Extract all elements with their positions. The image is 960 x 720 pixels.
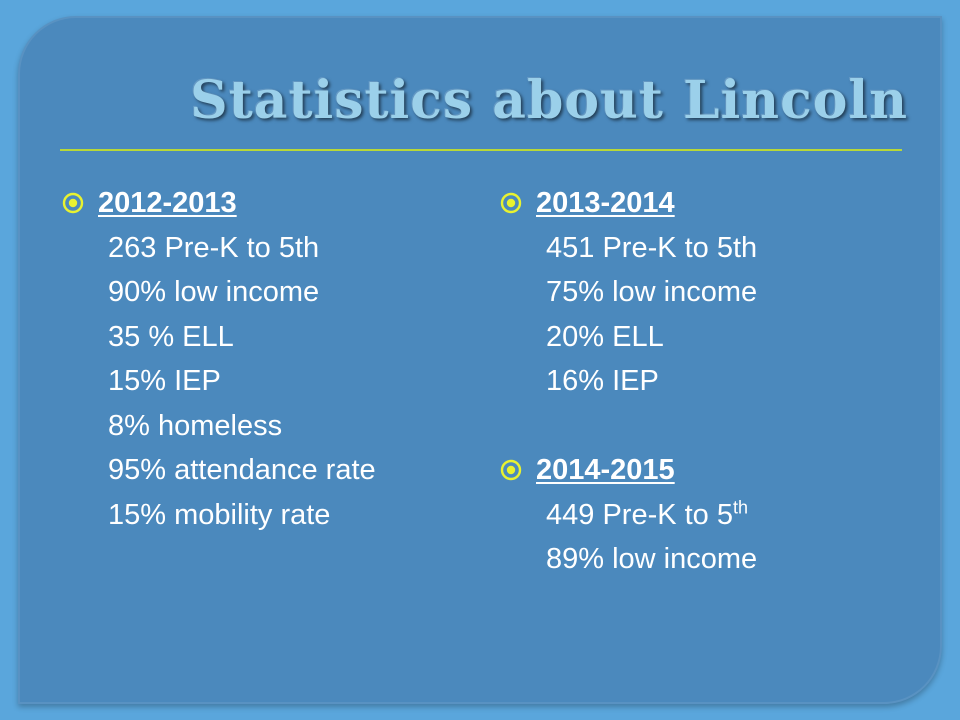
- stat-line: 95% attendance rate: [108, 454, 376, 486]
- content-panel: [18, 16, 942, 704]
- stat-text: 449 Pre-K to 5: [546, 498, 733, 531]
- stat-line: 90% low income: [108, 276, 320, 308]
- section-2013-2014: 2013-2014 451 Pre-K to 5th 75% low incom…: [500, 181, 757, 404]
- stat-line: 35 % ELL: [108, 320, 234, 353]
- slide-title: Statistics about Lincoln: [190, 70, 908, 131]
- section-2012-2013: 2012-2013 263 Pre-K to 5th 90% low incom…: [62, 181, 376, 537]
- stat-line: 16% IEP: [546, 365, 659, 397]
- year-label: 2013-2014: [536, 187, 675, 219]
- target-bullet-icon: [500, 181, 524, 226]
- stat-line: 449 Pre-K to 5th: [500, 493, 757, 538]
- stat-line: 451 Pre-K to 5th: [546, 231, 758, 264]
- target-bullet-icon: [62, 181, 86, 226]
- section-2014-2015: 2014-2015 449 Pre-K to 5th 89% low incom…: [500, 448, 757, 582]
- stat-line: 263 Pre-K to 5th: [108, 231, 320, 264]
- ordinal-suffix: th: [733, 496, 749, 517]
- target-bullet-icon: [500, 448, 524, 493]
- title-divider: [60, 149, 902, 151]
- section-heading: 2014-2015: [500, 448, 757, 493]
- year-label: 2014-2015: [536, 454, 675, 486]
- stat-line: 89% low income: [546, 543, 758, 575]
- section-heading: 2013-2014: [500, 181, 757, 226]
- stat-line: 15% mobility rate: [108, 498, 331, 531]
- stat-line: 20% ELL: [546, 320, 664, 353]
- stat-line: 8% homeless: [108, 409, 283, 442]
- stat-line: 15% IEP: [108, 365, 221, 397]
- section-heading: 2012-2013: [62, 181, 376, 226]
- stat-line: 75% low income: [546, 276, 758, 308]
- year-label: 2012-2013: [98, 187, 237, 219]
